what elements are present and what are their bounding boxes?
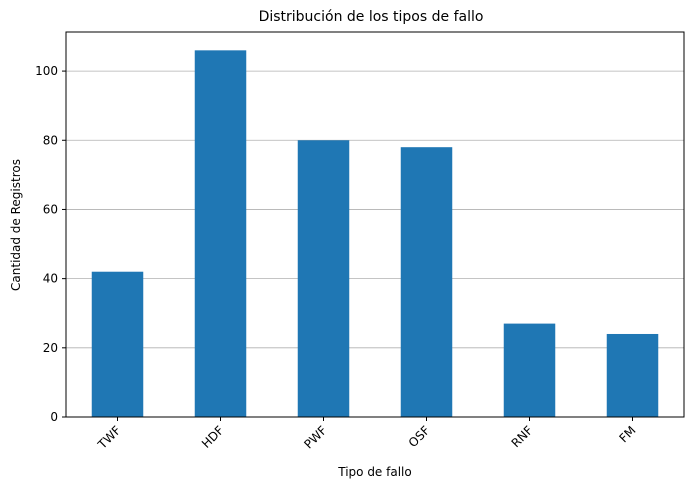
x-tick-label: TWF <box>95 423 124 452</box>
x-tick-label: PWF <box>301 423 329 451</box>
y-tick-label: 40 <box>43 272 58 286</box>
bar-hdf <box>194 50 247 417</box>
y-tick-label: 20 <box>43 341 58 355</box>
grid-lines <box>66 70 684 349</box>
y-tick-label: 0 <box>50 410 58 424</box>
x-tick-label: RNF <box>509 423 536 450</box>
x-axis-ticks: TWF HDF PWF OSF RNF FM <box>95 417 639 452</box>
x-tick-label: FM <box>617 423 639 445</box>
x-axis-label: Tipo de fallo <box>337 465 411 479</box>
chart-title: Distribución de los tipos de fallo <box>259 9 484 25</box>
y-axis-ticks: 0 20 40 60 80 100 <box>35 64 66 424</box>
bar-twf <box>91 271 144 417</box>
bar-pwf <box>297 140 350 417</box>
y-tick-label: 60 <box>43 202 58 216</box>
plot-frame <box>65 31 685 418</box>
y-tick-label: 100 <box>35 64 58 78</box>
bar-rnf <box>503 323 556 417</box>
bar-fm <box>606 333 659 417</box>
x-tick-label: OSF <box>406 423 433 450</box>
y-tick-label: 80 <box>43 133 58 147</box>
bars <box>91 50 659 418</box>
y-axis-label: Cantidad de Registros <box>9 159 23 291</box>
x-tick-label: HDF <box>199 423 227 451</box>
bar-osf <box>400 147 453 418</box>
